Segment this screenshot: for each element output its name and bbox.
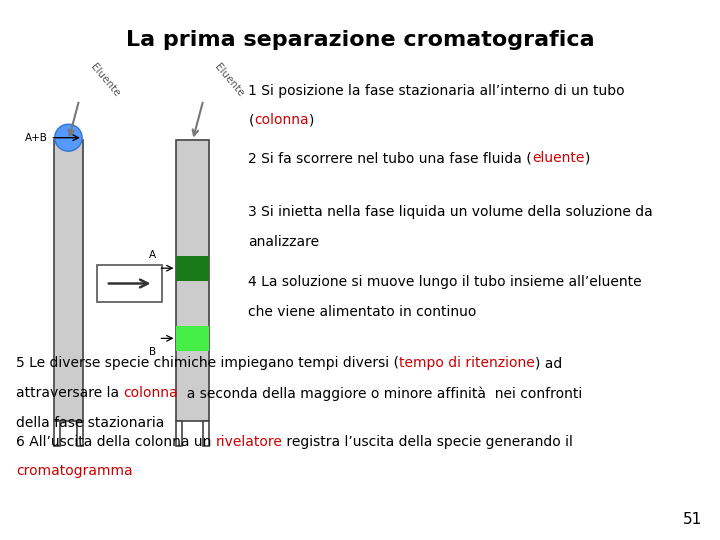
Text: ) ad: ) ad <box>534 356 562 370</box>
Text: registra l’uscita della specie generando il: registra l’uscita della specie generando… <box>282 435 573 449</box>
Bar <box>176 421 182 445</box>
Text: 4 La soluzione si muove lungo il tubo insieme all’eluente: 4 La soluzione si muove lungo il tubo in… <box>248 275 642 289</box>
Text: (: ( <box>248 113 254 127</box>
Bar <box>77 421 83 445</box>
Text: attraversare la: attraversare la <box>16 386 123 400</box>
Text: eluente: eluente <box>532 151 585 165</box>
Text: colonna: colonna <box>254 113 309 127</box>
Text: ): ) <box>309 113 314 127</box>
Text: 5 Le diverse specie chimiche impiegano tempi diversi (: 5 Le diverse specie chimiche impiegano t… <box>16 356 399 370</box>
Text: 3 Si inietta nella fase liquida un volume della soluzione da: 3 Si inietta nella fase liquida un volum… <box>248 205 653 219</box>
Text: colonna: colonna <box>123 386 178 400</box>
Text: cromatogramma: cromatogramma <box>16 464 132 478</box>
Text: della fase stazionaria: della fase stazionaria <box>16 416 164 430</box>
FancyBboxPatch shape <box>176 140 209 421</box>
Text: A: A <box>149 249 156 260</box>
Bar <box>176 255 209 281</box>
Text: Eluente: Eluente <box>89 62 122 98</box>
Text: analizzare: analizzare <box>248 235 320 249</box>
Text: ): ) <box>585 151 590 165</box>
Text: B: B <box>149 347 156 357</box>
Bar <box>54 421 60 445</box>
Text: 1 Si posizione la fase stazionaria all’interno di un tubo: 1 Si posizione la fase stazionaria all’i… <box>248 84 625 98</box>
Text: tempo di ritenzione: tempo di ritenzione <box>399 356 534 370</box>
Text: che viene alimentato in continuo: che viene alimentato in continuo <box>248 305 477 319</box>
Text: A+B: A+B <box>25 133 48 143</box>
Text: rivelatore: rivelatore <box>215 435 282 449</box>
Bar <box>203 421 209 445</box>
Bar <box>176 326 209 351</box>
Text: La prima separazione cromatografica: La prima separazione cromatografica <box>126 30 594 50</box>
Bar <box>97 265 162 302</box>
Text: Eluente: Eluente <box>213 62 246 98</box>
FancyBboxPatch shape <box>54 140 83 421</box>
Ellipse shape <box>55 124 82 151</box>
Text: 51: 51 <box>683 511 702 526</box>
Text: 6 All’uscita della colonna un: 6 All’uscita della colonna un <box>16 435 215 449</box>
Text: 2 Si fa scorrere nel tubo una fase fluida (: 2 Si fa scorrere nel tubo una fase fluid… <box>248 151 532 165</box>
Text: a seconda della maggiore o minore affinità  nei confronti: a seconda della maggiore o minore affini… <box>178 386 582 401</box>
